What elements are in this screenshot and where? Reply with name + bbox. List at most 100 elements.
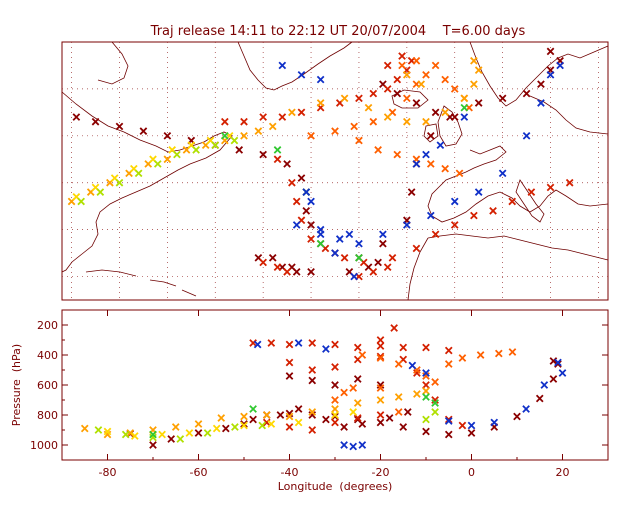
pressure-trajectory-marker	[422, 343, 430, 352]
pressure-trajectory-marker	[103, 427, 112, 436]
pressure-trajectory-marker	[331, 412, 339, 421]
pressure-trajectory-marker	[203, 429, 212, 437]
map-trajectory-marker	[546, 47, 555, 56]
pressure-trajectory-marker	[258, 421, 267, 430]
map-trajectory-marker	[192, 146, 200, 154]
map-trajectory-marker	[422, 71, 430, 79]
map-trajectory-marker	[431, 61, 440, 70]
pressure-trajectory-marker	[331, 411, 339, 419]
pressure-trajectory-marker	[249, 405, 257, 413]
map-trajectory-marker	[369, 89, 378, 98]
pressure-trajectory-points	[80, 324, 567, 451]
pressure-trajectory-marker	[331, 396, 339, 404]
pressure-trajectory-marker	[431, 378, 439, 386]
pressure-trajectory-marker	[194, 429, 203, 437]
map-trajectory-marker	[383, 263, 392, 272]
pressure-trajectory-marker	[522, 405, 530, 413]
pressure-trajectory-marker	[444, 417, 453, 425]
map-trajectory-marker	[355, 253, 363, 262]
y-tick-label: 600	[37, 379, 58, 392]
x-axis-label: Longitude (degrees)	[278, 480, 393, 493]
pressure-trajectory-marker	[340, 423, 348, 431]
pressure-trajectory-marker	[185, 429, 194, 437]
map-frame	[61, 41, 609, 301]
pressure-trajectory-marker	[444, 346, 453, 355]
pressure-trajectory-marker	[285, 358, 294, 367]
pressure-trajectory-marker	[267, 339, 276, 347]
pressure-trajectory-marker	[431, 408, 439, 416]
map-trajectory-marker	[403, 94, 411, 103]
pressure-trajectory-marker	[176, 435, 185, 443]
pressure-trajectory-marker	[403, 408, 412, 416]
map-trajectory-marker	[259, 113, 267, 121]
map-title: Traj release 14:11 to 22:12 UT 20/07/200…	[150, 24, 526, 39]
map-trajectory-marker	[278, 61, 287, 70]
pressure-trajectory-marker	[276, 411, 285, 419]
pressure-trajectory-marker	[353, 399, 362, 407]
map-trajectory-marker	[450, 221, 459, 229]
map-trajectory-marker	[546, 71, 555, 79]
map-trajectory-marker	[527, 188, 536, 196]
pressure-trajectory-marker	[331, 418, 339, 427]
map-trajectory-marker	[431, 230, 440, 239]
map-trajectory-marker	[307, 197, 315, 206]
map-trajectory-marker	[278, 113, 287, 121]
map-trajectory-marker	[139, 127, 148, 135]
pressure-trajectory-marker	[458, 421, 467, 430]
map-trajectory-marker	[426, 160, 435, 168]
map-trajectory-marker	[355, 136, 363, 145]
pressure-trajectory-marker	[413, 390, 421, 398]
coastline-iceland	[391, 89, 429, 109]
pressure-ticks: -80 -60 -40 -20 0 20 200 400 600 800 1000	[30, 310, 608, 479]
pressure-trajectory-marker	[171, 423, 180, 431]
x-tick-label: -60	[190, 466, 208, 479]
pressure-trajectory-marker	[212, 424, 221, 433]
map-trajectory-marker	[474, 66, 483, 74]
map-trajectory-marker	[565, 178, 574, 187]
map-trajectory-marker	[522, 89, 531, 98]
pressure-trajectory-marker	[444, 360, 453, 368]
pressure-trajectory-marker	[130, 432, 139, 440]
map-trajectory-marker	[273, 263, 282, 272]
coastline-scandinavia	[469, 41, 609, 107]
pressure-trajectory-marker	[221, 424, 230, 433]
map-trajectory-marker	[288, 178, 296, 187]
pressure-trajectory-marker	[431, 399, 439, 407]
pressure-trajectory-marker	[294, 418, 303, 427]
map-trajectory-marker	[460, 113, 469, 121]
map-trajectory-marker	[297, 174, 306, 182]
map-trajectory-marker	[221, 131, 229, 140]
map-trajectory-marker	[441, 75, 449, 84]
pressure-trajectory-marker	[490, 418, 499, 427]
pressure-trajectory-marker	[294, 339, 303, 347]
map-trajectory-marker	[383, 113, 392, 121]
map-trajectory-marker	[302, 207, 311, 215]
map-trajectory-marker	[115, 178, 124, 187]
pressure-trajectory-marker	[149, 430, 157, 439]
pressure-trajectory-marker	[458, 354, 467, 362]
pressure-trajectory-marker	[249, 415, 257, 424]
pressure-trajectory-marker	[194, 420, 203, 428]
map-trajectory-marker	[374, 146, 382, 154]
map-trajectory-marker	[508, 197, 517, 206]
map-trajectory-marker	[498, 169, 507, 178]
map-trajectory-marker	[153, 160, 162, 168]
map-trajectory-marker	[134, 169, 143, 178]
pressure-trajectory-marker	[349, 408, 358, 416]
coastline-hudson	[97, 41, 129, 85]
pressure-trajectory-marker	[376, 336, 385, 344]
pressure-trajectory-marker	[540, 381, 549, 389]
pressure-trajectory-marker	[508, 348, 517, 356]
map-trajectory-marker	[460, 94, 469, 103]
pressure-trajectory-marker	[322, 345, 330, 353]
map-trajectory-marker	[283, 160, 291, 168]
pressure-trajectory-marker	[444, 415, 453, 424]
y-axis-label: Pressure (hPa)	[10, 344, 23, 426]
pressure-trajectory-marker	[476, 351, 485, 359]
pressure-trajectory-marker	[240, 412, 248, 421]
map-trajectory-marker	[230, 136, 239, 145]
pressure-trajectory-marker	[358, 351, 367, 359]
pressure-trajectory-marker	[285, 372, 294, 380]
pressure-trajectory-marker	[353, 375, 362, 383]
coastline-north-america	[61, 91, 233, 273]
